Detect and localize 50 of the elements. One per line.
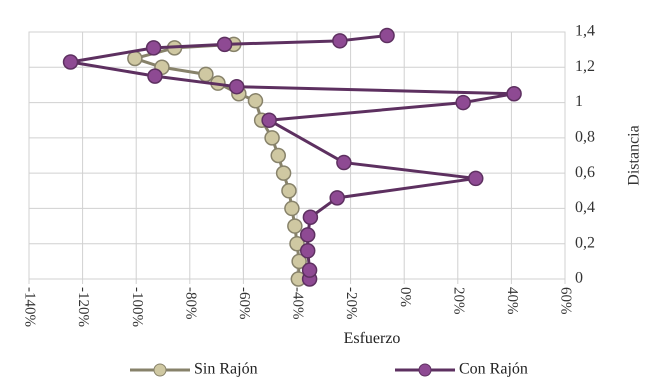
point — [276, 165, 292, 181]
legend-label: Con Rajón — [459, 360, 528, 378]
x-tick-label: -140% — [22, 287, 38, 327]
point — [287, 218, 303, 234]
point — [264, 130, 280, 146]
x-tick-label: -20% — [343, 287, 360, 320]
x-tick-label: 60% — [558, 287, 574, 314]
y-tick-label: 0,2 — [575, 234, 595, 252]
y-tick-label: 0,8 — [575, 128, 595, 146]
point — [147, 68, 163, 84]
point — [198, 66, 214, 82]
y-tick-label: 1 — [575, 93, 583, 110]
y-tick-label: 0,4 — [575, 199, 595, 216]
point — [455, 94, 471, 110]
y-tick-label: 1,2 — [575, 58, 595, 75]
point — [291, 254, 307, 270]
point — [127, 50, 143, 66]
point — [379, 28, 395, 44]
point — [228, 78, 244, 94]
point — [300, 227, 316, 243]
point — [332, 33, 348, 49]
y-tick-label: 1,4 — [575, 22, 595, 40]
x-tick-label: 20% — [450, 287, 466, 314]
point — [302, 210, 318, 225]
point — [146, 40, 162, 56]
x-tick-label: -60% — [236, 287, 252, 320]
point — [62, 54, 78, 70]
x-tick-label: -40% — [290, 287, 306, 320]
y-tick-label: 0 — [575, 270, 583, 287]
legend-label: Sin Rajón — [194, 360, 258, 378]
point — [248, 93, 264, 109]
x-tick-label: 40% — [504, 287, 520, 314]
point — [216, 36, 232, 52]
y-axis-title: Distancia — [626, 125, 643, 186]
point — [281, 183, 297, 199]
point — [300, 243, 316, 259]
point — [468, 170, 484, 186]
point — [302, 262, 318, 278]
x-axis-title: Esfuerzo — [344, 330, 400, 347]
point — [284, 200, 300, 216]
point — [336, 154, 352, 170]
x-tick-label: -120% — [75, 287, 92, 327]
point — [261, 112, 277, 128]
x-tick-label: -100% — [128, 287, 145, 327]
point — [329, 190, 345, 206]
point — [506, 86, 522, 102]
point — [270, 148, 286, 164]
y-tick-label: 0,6 — [575, 164, 595, 181]
x-tick-label: 0% — [396, 287, 413, 307]
x-tick-label: -80% — [182, 287, 198, 320]
